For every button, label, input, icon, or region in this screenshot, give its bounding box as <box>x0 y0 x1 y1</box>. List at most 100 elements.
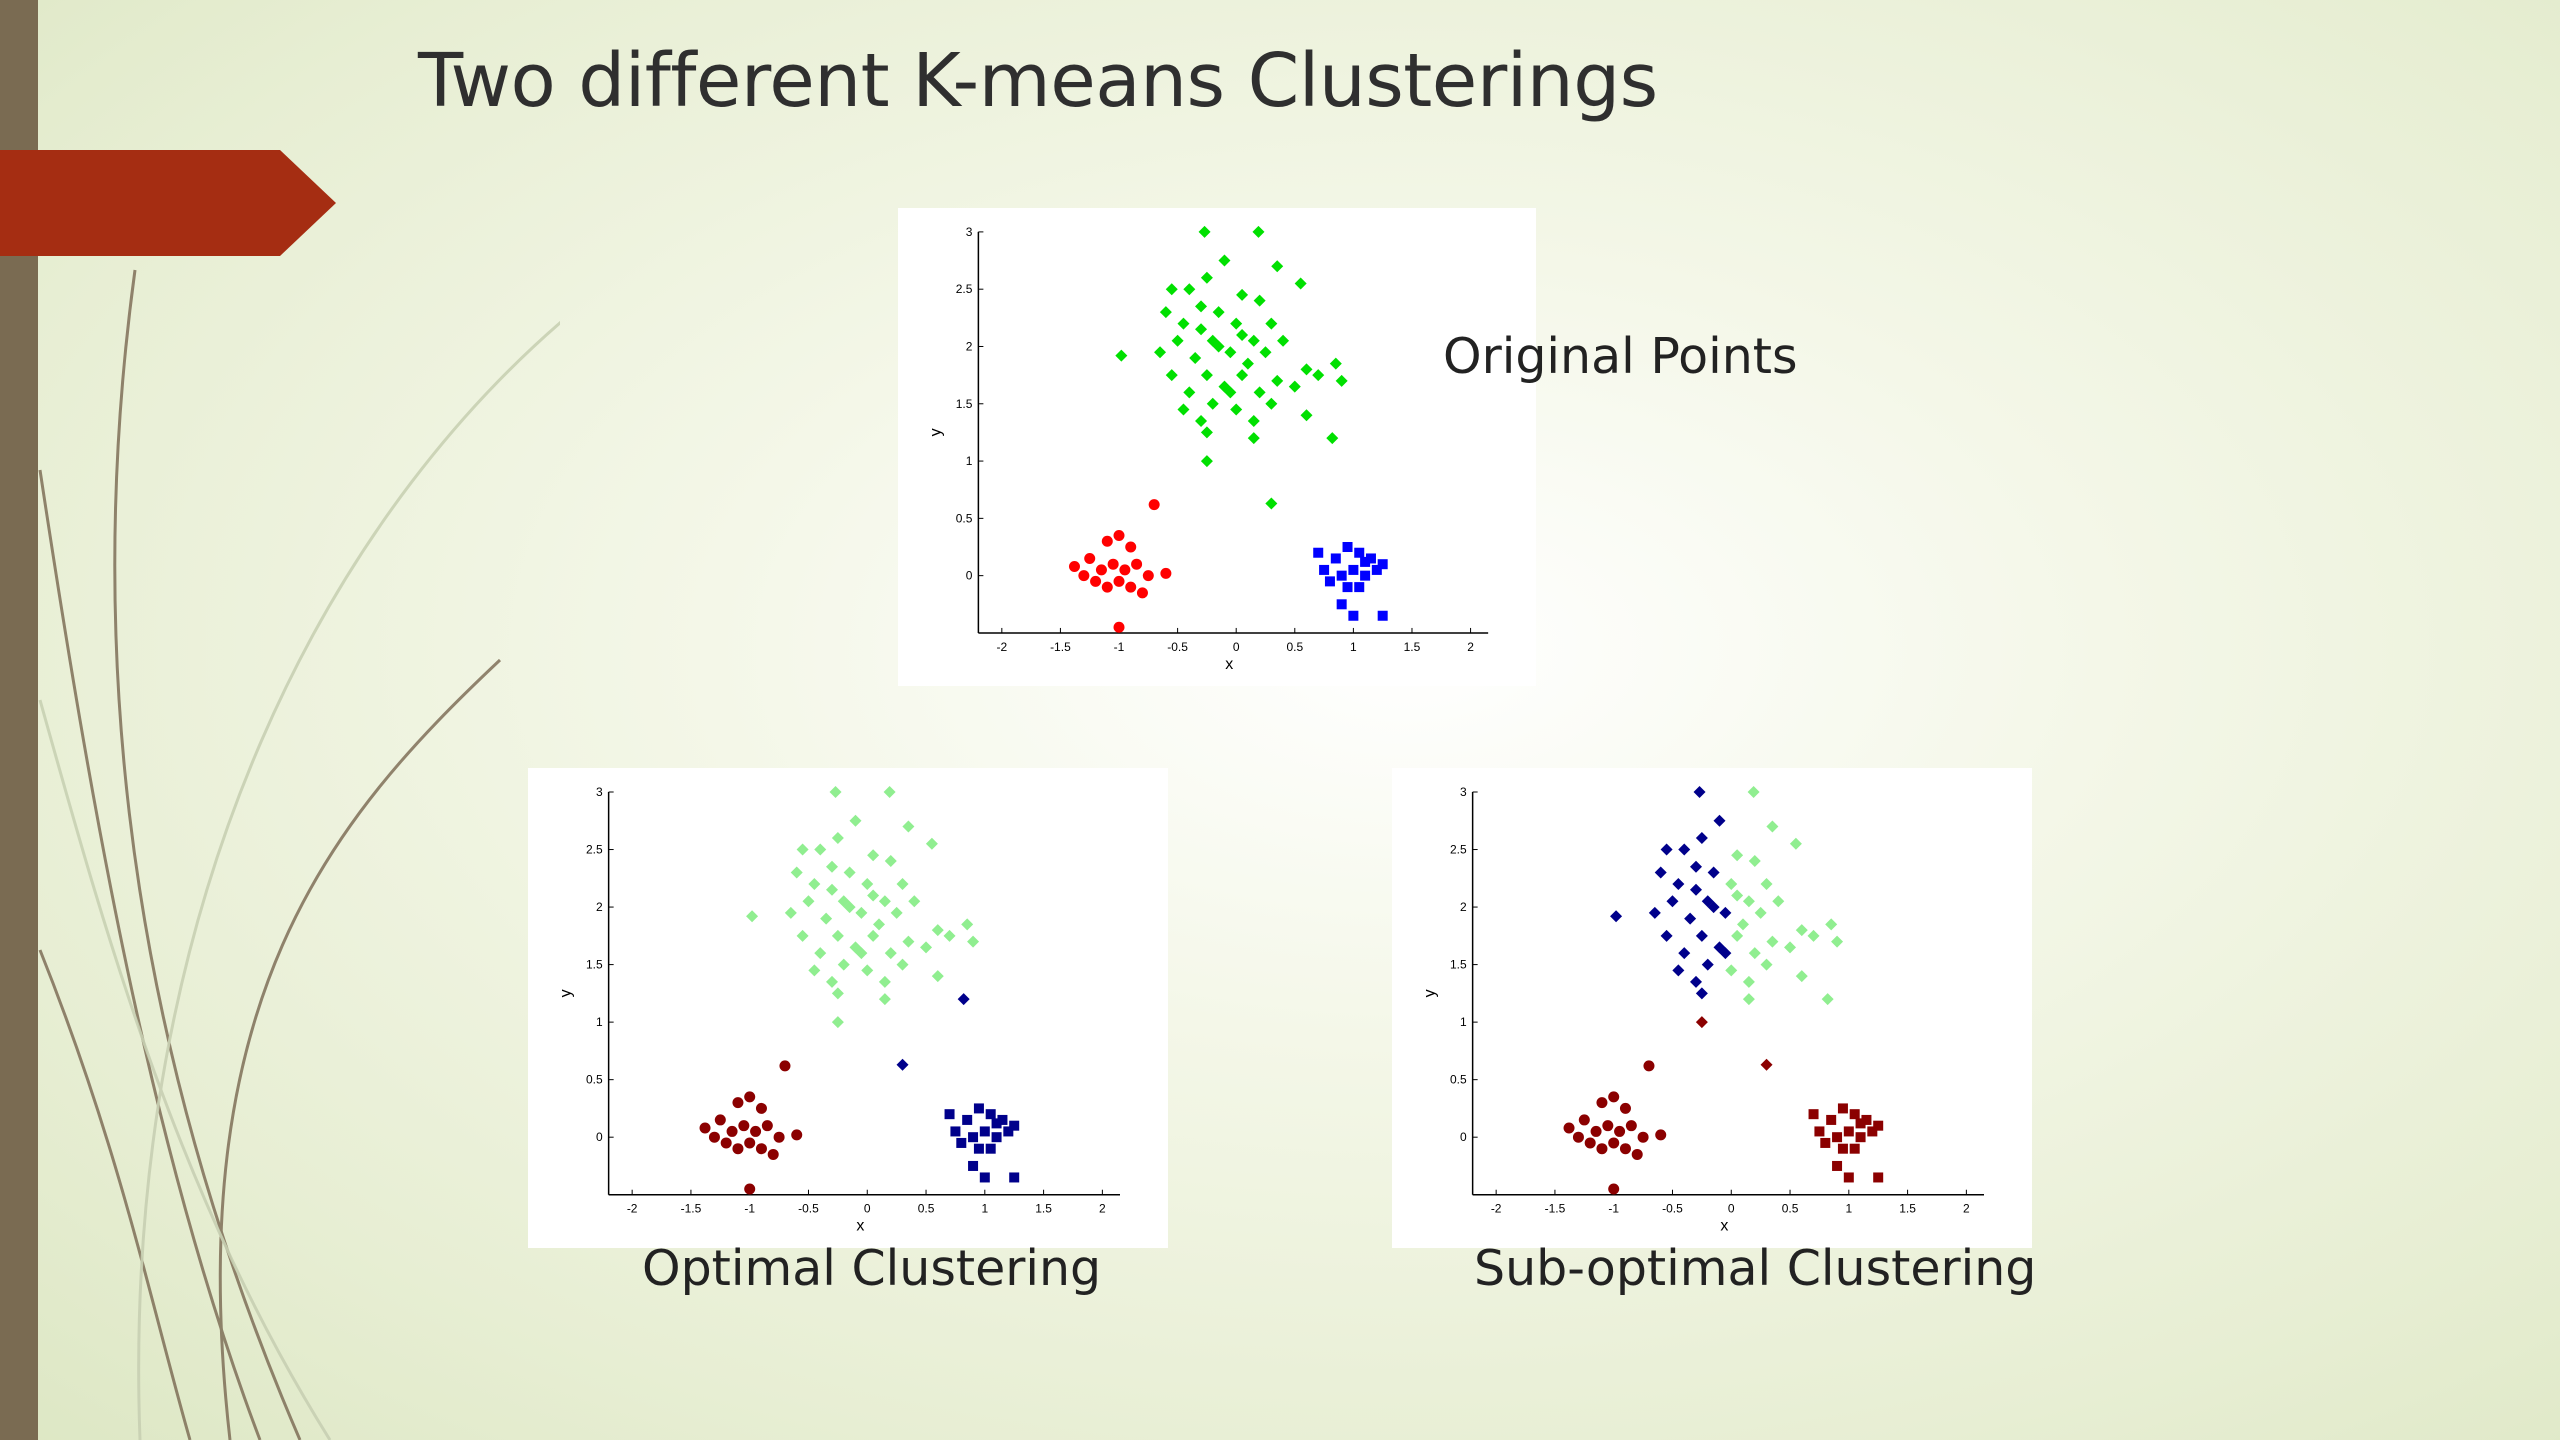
data-point-diamond <box>1177 317 1190 330</box>
x-tick-label: 2 <box>1467 640 1474 654</box>
data-point-square <box>1820 1137 1831 1148</box>
x-tick-label: 0.5 <box>918 1202 935 1216</box>
x-tick-label: -0.5 <box>798 1202 819 1216</box>
data-point-diamond <box>1195 300 1208 313</box>
data-point-square <box>1832 1160 1843 1171</box>
data-point-circle <box>791 1129 803 1141</box>
data-point-diamond <box>902 820 915 833</box>
data-point-diamond <box>1748 947 1761 960</box>
data-point-diamond <box>1300 363 1313 376</box>
data-point-square <box>944 1109 955 1120</box>
x-tick-label: -1.5 <box>1545 1202 1566 1216</box>
x-tick-label: -2 <box>996 640 1007 654</box>
x-tick-label: 1 <box>1845 1202 1852 1216</box>
data-point-diamond <box>1206 334 1219 347</box>
y-tick-label: 0 <box>1460 1130 1467 1144</box>
data-point-circle <box>1078 570 1090 582</box>
x-tick-label: 0 <box>1728 1202 1735 1216</box>
data-point-square <box>1849 1109 1860 1120</box>
data-point-diamond <box>855 906 868 919</box>
data-point-diamond <box>1689 975 1702 988</box>
data-point-circle <box>1590 1125 1602 1137</box>
data-point-circle <box>779 1060 791 1072</box>
x-axis-label: x <box>1225 656 1233 673</box>
data-point-diamond <box>1742 993 1755 1006</box>
data-point-circle <box>1113 575 1125 587</box>
x-tick-label: -1 <box>744 1202 755 1216</box>
data-point-diamond <box>1707 901 1720 914</box>
data-point-square <box>1342 542 1353 553</box>
data-point-square <box>1837 1143 1848 1154</box>
data-point-diamond <box>1277 334 1290 347</box>
swoosh-line <box>218 658 502 1440</box>
data-point-diamond <box>1689 883 1702 896</box>
original-points-chart-panel: -2 -1.5 -1 -0.5 0 0.5 1 1.5 2 0 0.5 1 1.5 2 2.5 3 x y <box>898 208 1536 686</box>
data-point-diamond <box>1672 964 1685 977</box>
data-point-square <box>1336 570 1347 581</box>
data-point-diamond <box>843 866 856 879</box>
data-point-diamond <box>1195 323 1208 336</box>
data-point-diamond <box>1666 895 1679 908</box>
data-point-circle <box>1131 558 1143 570</box>
data-point-diamond <box>890 906 903 919</box>
data-point-diamond <box>1784 941 1797 954</box>
data-point-square <box>1873 1172 1884 1183</box>
data-point-diamond <box>1241 357 1254 370</box>
data-point-diamond <box>1760 878 1773 891</box>
red-arrow-tab <box>0 150 336 256</box>
data-point-circle <box>1119 564 1131 576</box>
data-point-circle <box>1572 1131 1584 1143</box>
data-point-diamond <box>790 866 803 879</box>
x-tick-label: -1 <box>1608 1202 1619 1216</box>
data-point-diamond <box>1253 294 1266 307</box>
data-point-diamond <box>1265 317 1278 330</box>
data-point-square <box>991 1132 1002 1143</box>
x-tick-label: -2 <box>627 1202 638 1216</box>
x-tick-label: -1 <box>1114 640 1125 654</box>
data-point-diamond <box>1265 397 1278 410</box>
data-point-square <box>1360 570 1371 581</box>
data-point-circle <box>744 1137 756 1149</box>
y-tick-label: 3 <box>596 785 603 799</box>
data-point-diamond <box>1742 975 1755 988</box>
data-point-diamond <box>1236 329 1249 342</box>
x-tick-label: 1.5 <box>1899 1202 1916 1216</box>
data-point-circle <box>1614 1125 1626 1137</box>
data-point-square <box>985 1109 996 1120</box>
data-point-circle <box>1125 541 1137 553</box>
data-point-square <box>979 1126 990 1137</box>
data-point-diamond <box>1789 837 1802 850</box>
data-point-diamond <box>1200 455 1213 468</box>
data-point-diamond <box>1247 432 1260 445</box>
data-point-circle <box>1095 564 1107 576</box>
data-point-square <box>1371 564 1382 575</box>
data-point-circle <box>732 1097 744 1109</box>
data-point-circle <box>1625 1120 1637 1132</box>
data-point-square <box>1354 547 1365 558</box>
data-point-diamond <box>831 832 844 845</box>
x-tick-label: 0.5 <box>1782 1202 1799 1216</box>
data-point-circle <box>744 1091 756 1103</box>
data-point-diamond <box>1165 283 1178 296</box>
data-point-diamond <box>1766 820 1779 833</box>
x-axis-label: x <box>856 1218 864 1235</box>
x-tick-label: 1 <box>1350 640 1357 654</box>
x-tick-label: -0.5 <box>1662 1202 1683 1216</box>
data-point-diamond <box>1288 380 1301 393</box>
data-point-square <box>968 1160 979 1171</box>
data-point-diamond <box>1795 970 1808 983</box>
data-point-diamond <box>931 970 944 983</box>
data-point-square <box>1873 1120 1884 1131</box>
data-point-circle <box>714 1114 726 1126</box>
data-point-circle <box>1578 1114 1590 1126</box>
data-point-circle <box>1125 581 1137 593</box>
data-point-circle <box>732 1143 744 1155</box>
y-tick-label: 1 <box>1460 1015 1467 1029</box>
data-point-diamond <box>1159 306 1172 319</box>
data-point-diamond <box>796 929 809 942</box>
suboptimal-clustering-chart-panel: -2 -1.5 -1 -0.5 0 0.5 1 1.5 2 0 0.5 1 1.5 2 2.5 3 x y <box>1392 768 2032 1248</box>
data-point-square <box>1855 1132 1866 1143</box>
data-point-diamond <box>1831 935 1844 948</box>
slide-title: Two different K-means Clusterings <box>418 38 1658 124</box>
data-point-diamond <box>1236 369 1249 382</box>
